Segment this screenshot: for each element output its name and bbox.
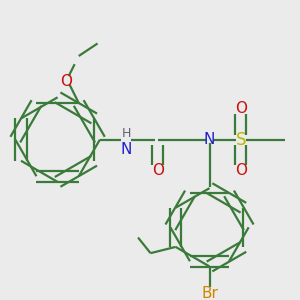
Text: Br: Br	[201, 286, 218, 300]
Text: O: O	[235, 164, 247, 178]
Text: O: O	[152, 164, 164, 178]
Text: O: O	[60, 74, 72, 88]
Text: H: H	[122, 127, 131, 140]
Text: N: N	[121, 142, 132, 157]
Text: S: S	[236, 130, 246, 148]
Text: N: N	[204, 132, 215, 147]
Text: O: O	[235, 101, 247, 116]
